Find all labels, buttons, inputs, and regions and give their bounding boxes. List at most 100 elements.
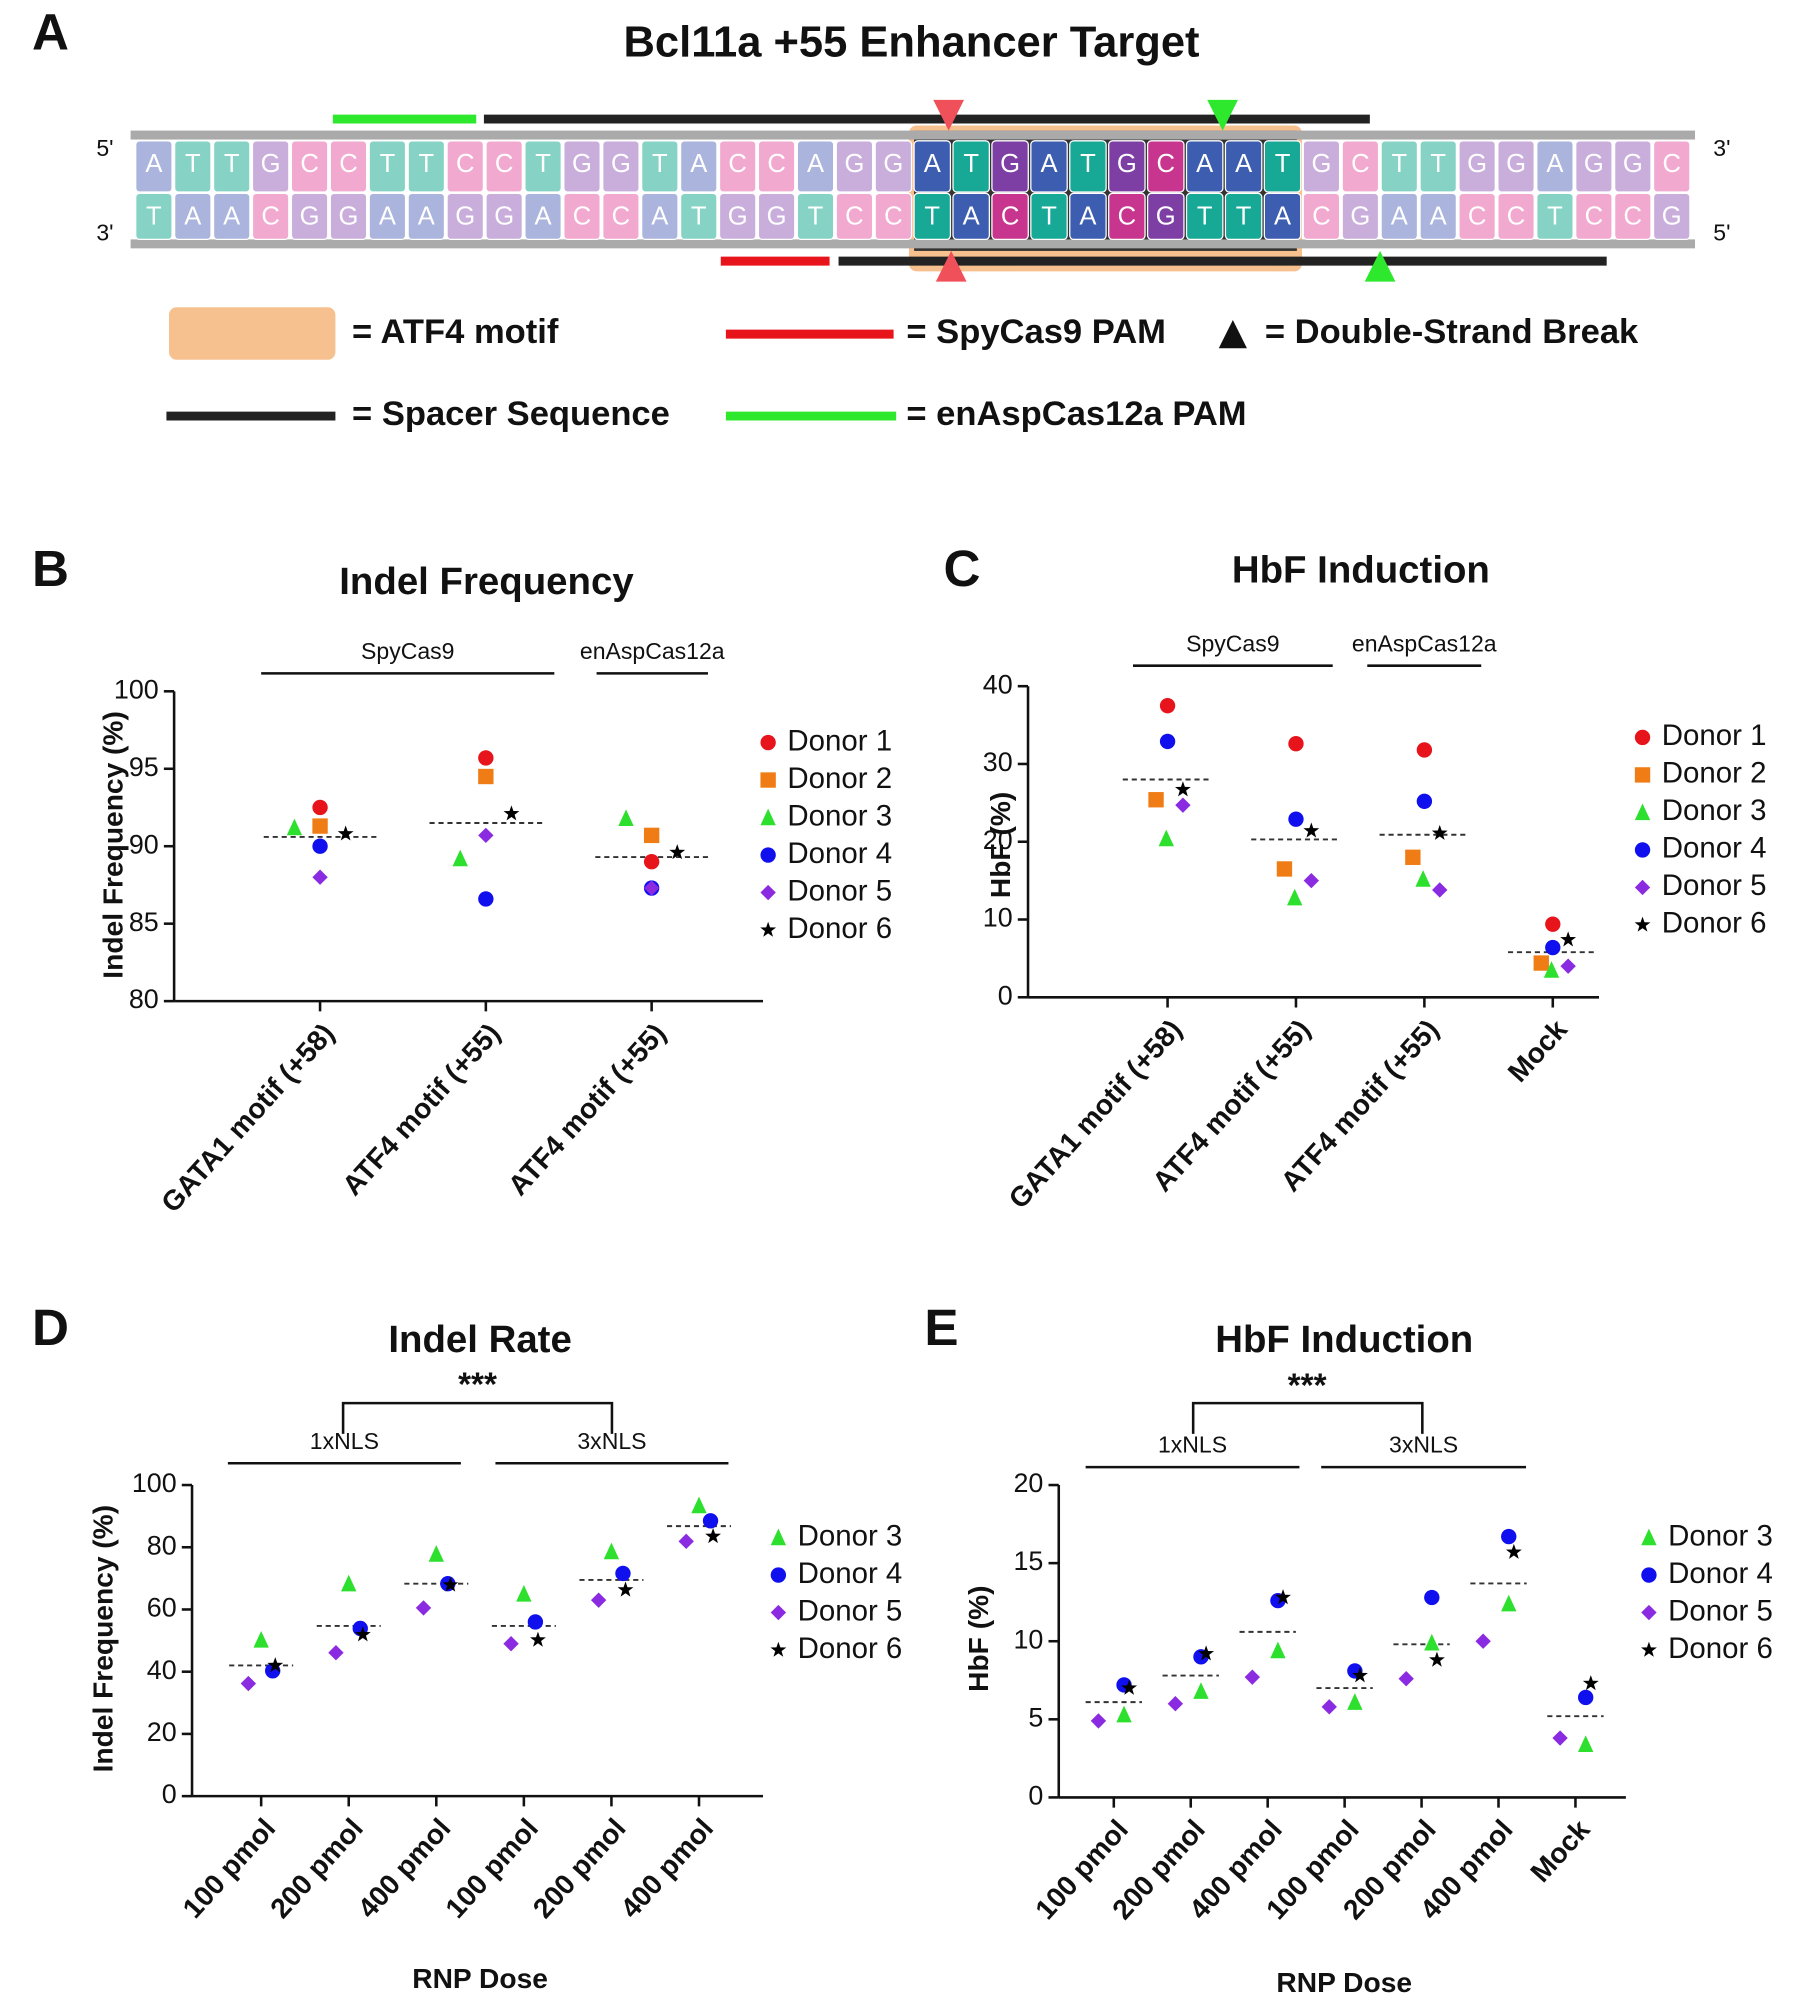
base-tile <box>1380 192 1419 241</box>
base-letter: C <box>884 202 902 230</box>
base-tile <box>1185 192 1224 241</box>
x-tick-label: ATF4 motif (+55) <box>336 1018 506 1202</box>
base-tile <box>874 140 913 193</box>
base-letter: C <box>261 202 279 230</box>
data-point <box>1121 1679 1138 1695</box>
chart-title: Indel Rate <box>388 1318 571 1361</box>
data-point <box>527 1614 544 1630</box>
y-tick-label: 0 <box>998 980 1013 1010</box>
y-tick-label: 85 <box>129 907 159 937</box>
base-tile <box>563 192 601 241</box>
base-letter: C <box>1118 202 1136 230</box>
data-point <box>452 849 468 867</box>
base-letter: G <box>1117 150 1137 178</box>
base-letter: A <box>924 150 942 178</box>
data-point <box>1545 939 1561 956</box>
legend-swatch <box>1218 320 1247 349</box>
data-point <box>442 1576 459 1592</box>
base-tile <box>524 140 562 193</box>
base-tile <box>1069 192 1107 241</box>
x-tick-label: 200 pmol <box>527 1813 632 1924</box>
chart-title: Indel Frequency <box>339 560 634 603</box>
data-point <box>428 1545 444 1562</box>
data-point <box>415 1600 432 1616</box>
base-tile <box>290 140 329 193</box>
legend-label: Donor 3 <box>1662 794 1767 827</box>
data-point <box>1198 1645 1215 1661</box>
data-point <box>328 1645 344 1661</box>
panel-label: C <box>944 540 981 597</box>
base-tile <box>368 140 407 193</box>
data-point <box>1405 849 1421 865</box>
base-tile <box>1302 140 1341 193</box>
legend-label: Donor 3 <box>1668 1519 1773 1552</box>
base-letter: G <box>611 150 631 178</box>
data-point <box>691 1496 707 1514</box>
base-letter: C <box>339 150 357 178</box>
base-letter: C <box>1312 202 1330 230</box>
base-tile <box>212 192 251 241</box>
backbone <box>130 239 1696 249</box>
data-point <box>1398 1671 1414 1687</box>
base-tile <box>329 140 368 193</box>
base-letter: C <box>1662 150 1680 178</box>
legend-label: Donor 4 <box>1662 832 1767 865</box>
data-point <box>1347 1693 1363 1710</box>
base-tile <box>1341 140 1380 193</box>
data-point <box>1167 1696 1184 1712</box>
data-point <box>1560 931 1577 947</box>
base-letter: G <box>767 202 787 230</box>
base-tile <box>874 192 913 241</box>
y-tick-label: 0 <box>1028 1781 1043 1811</box>
legend-label: Donor 6 <box>1662 907 1767 940</box>
legend-marker <box>1634 767 1651 783</box>
legend-marker <box>760 884 776 901</box>
base-letter: G <box>572 150 592 178</box>
data-point <box>1303 872 1320 889</box>
base-tile <box>251 192 290 241</box>
significance-bracket <box>341 1401 614 1434</box>
data-point <box>669 844 686 860</box>
y-tick-label: 0 <box>162 1779 177 1809</box>
base-letter: A <box>807 150 825 178</box>
x-tick-label: GATA1 motif (+58) <box>155 1018 340 1219</box>
base-letter: G <box>1350 202 1370 230</box>
base-letter: T <box>691 202 707 230</box>
base-letter: A <box>1391 202 1409 230</box>
data-point <box>1288 811 1304 827</box>
x-tick-label: Mock <box>1502 1013 1573 1087</box>
data-point <box>1352 1667 1368 1683</box>
base-tile <box>1224 140 1263 193</box>
legend-marker <box>1641 1528 1657 1546</box>
data-point <box>1533 955 1549 971</box>
base-letter: T <box>1197 202 1213 230</box>
data-point <box>1578 1689 1594 1706</box>
base-letter: T <box>535 150 551 178</box>
legend-label: Donor 3 <box>798 1519 903 1552</box>
base-letter: T <box>1547 202 1563 230</box>
panel-label: B <box>32 540 69 597</box>
significance-label: *** <box>1288 1368 1327 1405</box>
base-tile <box>135 140 173 193</box>
strand-end-label: 5' <box>96 135 113 161</box>
data-point <box>478 827 494 844</box>
base-letter: A <box>379 202 397 230</box>
significance-label: *** <box>458 1366 497 1403</box>
y-tick-label: 15 <box>1013 1546 1043 1576</box>
base-tile <box>1146 140 1185 193</box>
base-tile <box>913 140 952 193</box>
data-point <box>615 1565 631 1582</box>
data-point <box>1543 961 1560 978</box>
legend-marker <box>1641 1604 1657 1621</box>
data-point <box>1175 781 1191 797</box>
cut-site <box>1207 99 1238 131</box>
data-point <box>1578 1735 1594 1752</box>
base-letter: C <box>728 150 746 178</box>
base-tile <box>173 192 212 241</box>
y-tick-label: 100 <box>132 1468 177 1498</box>
y-tick-label: 5 <box>1028 1702 1043 1732</box>
base-letter: T <box>1430 150 1446 178</box>
legend-label: = Double-Strand Break <box>1265 313 1639 351</box>
data-point <box>603 1542 620 1560</box>
x-tick-label: 100 pmol <box>439 1813 544 1924</box>
